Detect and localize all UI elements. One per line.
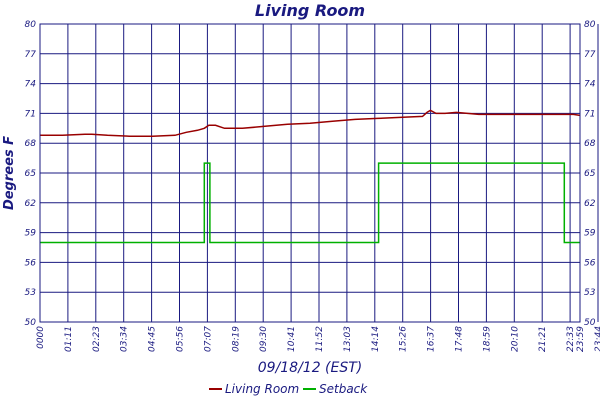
y-axis-title: Degrees F xyxy=(2,136,17,210)
y-tick-labels-left: 50 53 56 59 62 65 68 71 74 77 80 xyxy=(25,20,37,328)
y-tick-label-right: 77 xyxy=(584,50,596,60)
series-line-setback xyxy=(40,162,580,244)
y-tick-label-right: 53 xyxy=(584,288,596,298)
y-tick-label: 77 xyxy=(25,50,37,60)
y-tick-label: 74 xyxy=(25,80,37,90)
y-tick-label: 50 xyxy=(25,318,37,328)
x-tick-label: 07:07 xyxy=(203,326,213,352)
x-tick-label: 18:59 xyxy=(482,326,492,352)
y-tick-label-right: 65 xyxy=(584,169,596,179)
y-tick-labels-right: 50 53 56 59 62 65 68 71 74 77 80 xyxy=(584,20,596,328)
x-tick-label: 11:52 xyxy=(315,326,325,352)
series-line-living-room xyxy=(40,109,581,137)
series-layer xyxy=(40,109,581,244)
y-tick-label-right: 71 xyxy=(584,109,595,119)
legend: Living Room Setback xyxy=(209,382,368,396)
x-tick-label: 03:34 xyxy=(120,326,130,352)
y-tick-label: 80 xyxy=(25,20,37,30)
y-tick-label-right: 59 xyxy=(584,229,596,239)
y-tick-label: 53 xyxy=(25,288,37,298)
chart-title: Living Room xyxy=(255,1,365,20)
x-tick-label: 08:19 xyxy=(231,326,241,352)
x-tick-labels: 0000 01:11 02:23 03:34 04:45 05:56 07:07 08:19 0… xyxy=(36,326,600,352)
x-tick-label: 14:14 xyxy=(371,326,381,352)
y-tick-label-right: 80 xyxy=(584,20,596,30)
x-tick-label: 13:03 xyxy=(343,326,353,352)
y-tick-label-right: 50 xyxy=(584,318,596,328)
y-tick-label-right: 56 xyxy=(584,258,596,268)
x-tick-label: 02:23 xyxy=(92,326,102,352)
y-tick-label: 65 xyxy=(25,169,37,179)
y-tick-label: 68 xyxy=(25,139,37,149)
x-tick-label: 17:48 xyxy=(455,326,465,352)
x-tick-label: 04:45 xyxy=(148,326,158,352)
x-axis-title: 09/18/12 (EST) xyxy=(258,360,363,376)
x-tick-label: 21:21 xyxy=(538,326,548,352)
y-tick-label: 59 xyxy=(25,229,37,239)
legend-label-living-room: Living Room xyxy=(225,382,299,396)
y-tick-label: 62 xyxy=(25,199,37,209)
x-tick-label: 23:44 xyxy=(594,326,600,352)
y-tick-label-right: 68 xyxy=(584,139,596,149)
plot-frame xyxy=(39,23,581,323)
legend-label-setback: Setback xyxy=(319,382,368,396)
x-tick-label: 10:41 xyxy=(287,326,297,352)
x-tick-label: 01:11 xyxy=(64,326,74,352)
x-tick-label: 09:30 xyxy=(259,326,269,352)
x-tick-label: 23:59 xyxy=(576,326,586,352)
x-tick-label: 15:26 xyxy=(399,326,409,352)
x-tick-label: 0000 xyxy=(36,326,46,349)
y-tick-label: 56 xyxy=(25,258,37,268)
x-tick-label: 05:56 xyxy=(176,326,186,352)
x-tick-label: 22:33 xyxy=(566,326,576,352)
y-tick-label-right: 74 xyxy=(584,80,596,90)
grid xyxy=(40,24,599,322)
x-tick-label: 16:37 xyxy=(427,326,437,352)
y-tick-label: 71 xyxy=(25,109,36,119)
y-tick-label-right: 62 xyxy=(584,199,596,209)
x-tick-label: 20:10 xyxy=(510,326,520,352)
